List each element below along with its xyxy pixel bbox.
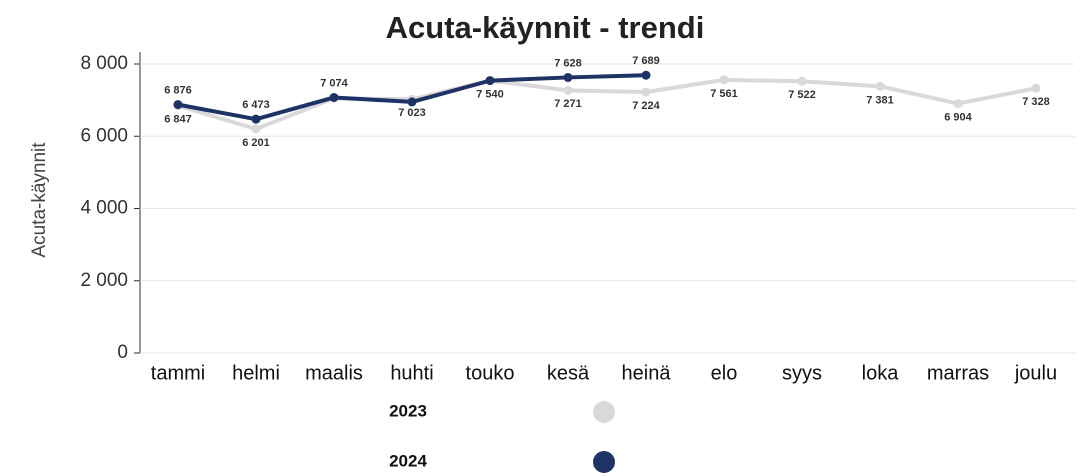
data-point: [953, 99, 963, 109]
x-tick-label: syys: [782, 362, 822, 384]
x-tick-label: kesä: [547, 362, 590, 384]
data-label: 6 201: [242, 137, 270, 149]
x-tick-label: huhti: [390, 362, 433, 384]
data-point: [719, 75, 729, 85]
data-label: 7 328: [1022, 96, 1050, 108]
data-label: 7 381: [866, 94, 894, 106]
x-tick-label: joulu: [1014, 362, 1057, 384]
data-point: [797, 76, 807, 86]
data-point: [641, 87, 651, 97]
y-tick-label: 0: [117, 342, 128, 363]
data-point: [329, 92, 339, 102]
data-point: [251, 124, 261, 134]
legend-label: 2023: [389, 401, 427, 420]
data-label: 6 876: [164, 85, 192, 97]
legend-marker: [593, 401, 615, 423]
data-label: 7 561: [710, 88, 738, 100]
data-label: 6 847: [164, 114, 192, 126]
x-tick-label: maalis: [305, 362, 363, 384]
y-axis-label: Acuta-käynnit: [29, 142, 50, 258]
y-tick-label: 4 000: [80, 198, 128, 219]
data-label: 7 271: [554, 98, 582, 110]
x-tick-label: helmi: [232, 362, 280, 384]
data-point: [1031, 83, 1041, 93]
series-line: [177, 77, 1037, 131]
data-label: 7 540: [476, 89, 504, 101]
data-label: 6 904: [944, 111, 972, 123]
legend-marker: [593, 451, 615, 473]
x-tick-label: touko: [466, 362, 515, 384]
data-point: [563, 85, 573, 95]
x-tick-label: elo: [711, 362, 738, 384]
data-label: 7 074: [320, 77, 348, 89]
x-tick-label: tammi: [151, 362, 205, 384]
data-point: [485, 76, 495, 86]
data-label: 7 689: [632, 55, 660, 67]
data-label: 7 628: [554, 57, 582, 69]
data-point: [875, 81, 885, 91]
x-tick-label: heinä: [622, 362, 672, 384]
data-point: [641, 70, 651, 80]
data-point: [173, 100, 183, 110]
y-tick-label: 8 000: [80, 53, 128, 74]
data-point: [251, 114, 261, 124]
data-point: [407, 97, 417, 107]
x-tick-label: marras: [927, 362, 989, 384]
y-tick-label: 2 000: [80, 270, 128, 291]
legend-label: 2024: [389, 451, 427, 470]
data-label: 7 023: [398, 107, 426, 119]
x-tick-label: loka: [862, 362, 900, 384]
chart-title: Acuta-käynnit - trendi: [386, 10, 705, 45]
data-label: 6 473: [242, 99, 270, 111]
data-label: 7 522: [788, 89, 816, 101]
data-label: 7 224: [632, 100, 660, 112]
y-tick-label: 6 000: [80, 125, 128, 146]
data-point: [563, 72, 573, 82]
